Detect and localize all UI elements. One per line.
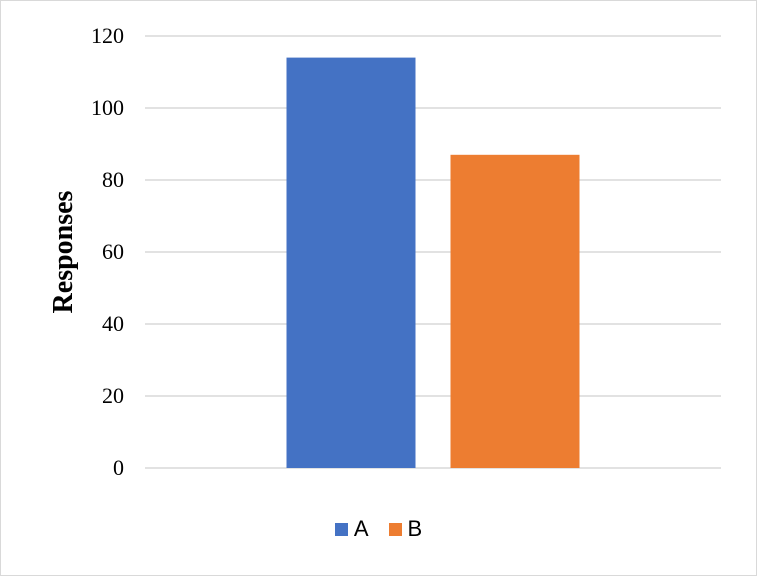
y-tick-label: 40 xyxy=(102,311,124,336)
y-tick-label: 120 xyxy=(91,23,124,48)
y-axis-ticks: 0 20 40 60 80 100 120 xyxy=(91,23,124,480)
gridlines xyxy=(145,35,721,469)
y-tick-label: 80 xyxy=(102,167,124,192)
y-axis-title: Responses xyxy=(48,190,79,313)
legend-label: B xyxy=(407,516,423,541)
legend-item-a: A xyxy=(334,516,369,542)
y-tick-label: 0 xyxy=(113,455,124,480)
legend-swatch xyxy=(388,522,402,536)
legend-item-b: B xyxy=(388,516,423,542)
bar-a xyxy=(286,57,416,468)
legend-label: A xyxy=(353,516,369,541)
y-tick-label: 20 xyxy=(102,383,124,408)
y-tick-label: 60 xyxy=(102,239,124,264)
bars xyxy=(286,57,580,469)
bar-b xyxy=(450,154,580,469)
legend-swatch xyxy=(334,522,348,536)
y-tick-label: 100 xyxy=(91,95,124,120)
